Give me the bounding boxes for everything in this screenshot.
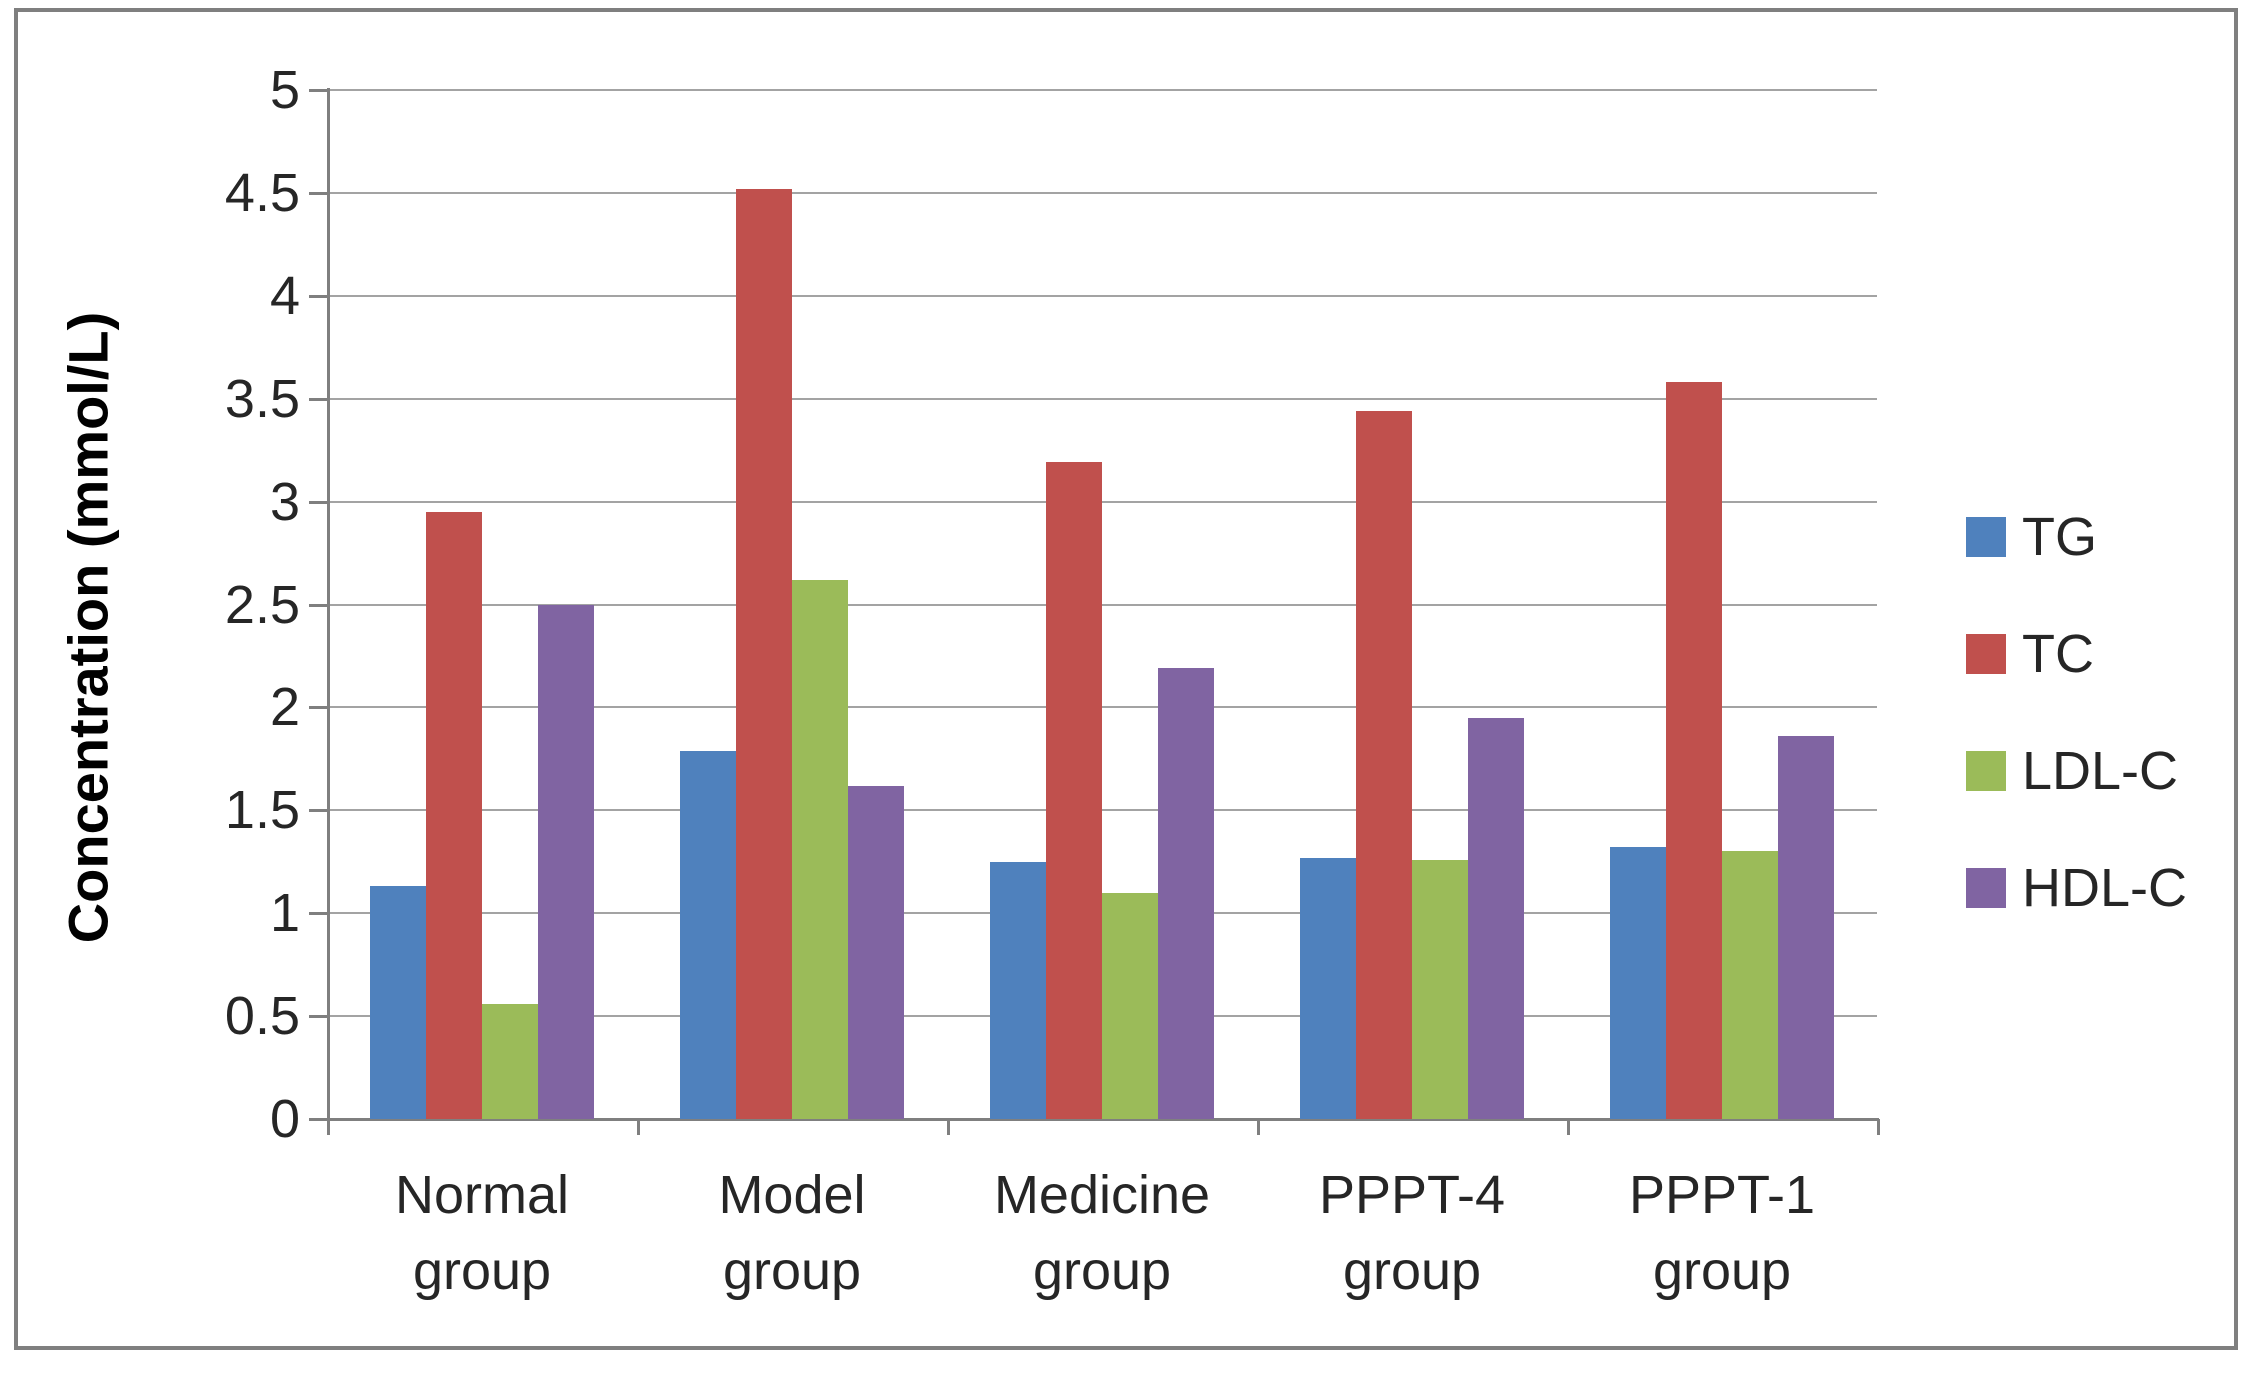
legend-item: TC [1966,595,2187,712]
y-tick-label: 1 [269,883,300,944]
y-tick-label: 3.5 [224,368,300,429]
x-category-label: Medicine group [993,1165,1211,1301]
y-tick-label: 3 [269,471,300,532]
y-tick-mark [309,912,327,916]
x-tick-mark [1567,1119,1570,1135]
legend-swatch-icon [1966,633,2006,674]
x-tick-mark [947,1119,950,1135]
y-tick-mark [309,1118,327,1121]
x-axis-line [327,1118,1879,1121]
bar [1356,411,1412,1119]
bar [1610,847,1666,1119]
y-tick-label: 0.5 [224,986,300,1047]
x-category-label: Normal group [394,1165,570,1301]
y-tick-mark [309,706,327,710]
x-tick-mark [1877,1119,1880,1135]
bar [736,188,792,1119]
bar [482,1003,538,1119]
y-tick-label: 4.5 [224,162,300,223]
legend: TG TC LDL-C HDL-C [1966,478,2187,946]
bar [1102,892,1158,1119]
y-tick-mark [309,500,327,504]
y-axis-title: Concentration (mmol/L) [56,311,120,944]
x-tick-mark [637,1119,640,1135]
y-tick-label: 1.5 [224,780,300,841]
bar [426,511,482,1119]
x-tick-mark [327,1119,330,1135]
legend-swatch-icon [1966,516,2006,557]
gridline [327,706,1877,709]
legend-swatch-icon [1966,867,2006,908]
legend-label: TG [2022,506,2097,567]
legend-item: TG [1966,478,2187,595]
legend-label: HDL-C [2022,857,2188,918]
gridline [327,500,1877,503]
legend-label: LDL-C [2022,740,2179,801]
y-tick-mark [309,89,327,92]
bar [1046,462,1102,1119]
y-tick-mark [309,397,327,401]
legend-label: TC [2022,623,2094,684]
bar [990,861,1046,1119]
bar [1158,668,1214,1119]
figure-border [14,8,2238,1350]
bar [792,579,848,1119]
y-tick-mark [309,294,327,298]
y-tick-mark [309,603,327,607]
bar [848,785,904,1119]
gridline [327,809,1877,812]
x-category-label: Model group [718,1165,866,1301]
gridline [327,191,1877,194]
gridline [327,89,1877,91]
gridline [327,603,1877,606]
gridline [327,397,1877,400]
bar [538,604,594,1119]
legend-swatch-icon [1966,750,2006,791]
gridline [327,294,1877,297]
y-tick-label: 4 [269,265,300,326]
bar [1300,857,1356,1119]
bar [1722,851,1778,1119]
legend-item: LDL-C [1966,712,2187,829]
bar [1666,382,1722,1119]
bar [680,750,736,1119]
bar [1468,717,1524,1119]
y-tick-mark [309,1015,327,1019]
y-tick-label: 0 [269,1089,300,1149]
x-tick-mark [1257,1119,1260,1135]
y-axis-line [327,88,330,1135]
y-tick-label: 2 [269,677,300,738]
bar [1778,736,1834,1119]
legend-item: HDL-C [1966,829,2187,946]
x-category-label: PPPT-4 group [1318,1165,1506,1301]
bar [1412,859,1468,1119]
y-tick-mark [309,191,327,195]
y-tick-label: 2.5 [224,574,300,635]
bar [370,886,426,1119]
x-category-label: PPPT-1 group [1628,1165,1816,1301]
y-tick-label: 5 [269,60,300,120]
y-tick-mark [309,809,327,813]
